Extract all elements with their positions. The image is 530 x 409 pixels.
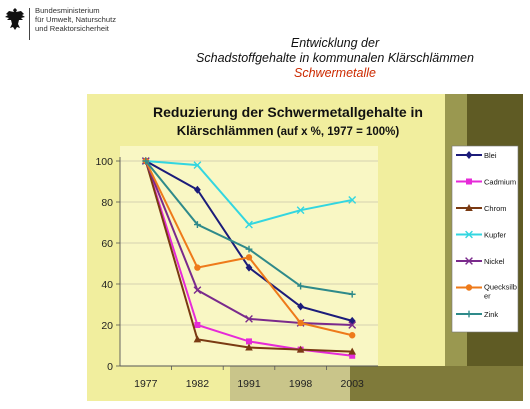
legend-label-kupfer: Kupfer <box>484 231 507 240</box>
legend-marker-kupfer <box>465 230 473 239</box>
y-tick-label: 20 <box>101 320 113 332</box>
logo-divider <box>29 8 30 40</box>
data-point-nickel <box>245 314 253 323</box>
slide-subtitle: Schwermetalle <box>294 66 376 80</box>
series-group <box>141 157 357 359</box>
legend-label-quecksilber: Quecksilb <box>484 283 517 292</box>
ministry-name: Bundesministerium für Umwelt, Naturschut… <box>35 6 116 33</box>
legend-box <box>451 145 519 333</box>
legend-marker-quecksilber <box>465 284 473 291</box>
legend-marker-cadmium <box>466 178 472 185</box>
federal-eagle-icon <box>5 8 25 30</box>
legend-marker-chrom <box>465 204 473 211</box>
x-tick-label: 1991 <box>237 378 261 390</box>
data-point-chrom <box>296 345 305 353</box>
y-tick-label: 100 <box>95 156 113 168</box>
ministry-line: für Umwelt, Naturschutz <box>35 15 117 24</box>
legend-label-blei: Blei <box>484 151 497 160</box>
ministry-line: und Reaktorsicherheit <box>35 24 109 33</box>
chart-title-bold: Klärschlämmen <box>177 123 274 138</box>
data-point-zink <box>348 290 356 298</box>
title-line-2: Schadstoffgehalte in kommunalen Klärschl… <box>196 51 474 65</box>
data-point-nickel <box>348 321 357 329</box>
frame-band-bottom-mid <box>230 366 350 401</box>
data-point-quecksilber <box>194 264 201 271</box>
legend-marker-zink <box>465 310 473 318</box>
data-point-cadmium <box>246 338 252 345</box>
chart-title-line-2: Klärschlämmen (auf x %, 1977 = 100%) <box>177 123 400 138</box>
data-point-blei <box>245 263 253 272</box>
chart-title-line-1: Reduzierung der Schwermetallgehalte in <box>153 104 423 120</box>
data-point-kupfer <box>296 206 305 215</box>
data-point-zink <box>245 245 253 253</box>
data-point-blei <box>297 302 304 311</box>
title-line-1: Entwicklung der <box>290 36 380 50</box>
data-point-chrom <box>193 335 202 343</box>
y-tick-label: 40 <box>101 279 113 291</box>
legend-marker-nickel <box>465 257 473 265</box>
data-point-kupfer <box>193 161 202 169</box>
data-point-zink <box>194 221 201 228</box>
frame-band-bottom-dark <box>350 366 523 401</box>
slide-title: Entwicklung der Schadstoffgehalte in kom… <box>150 36 520 81</box>
y-tick-label: 60 <box>101 238 113 250</box>
ministry-logo: Bundesministerium für Umwelt, Naturschut… <box>4 6 144 46</box>
data-point-cadmium <box>194 322 201 328</box>
x-tick-label: 1977 <box>134 378 158 390</box>
legend-label-chrom: Chrom <box>484 204 507 213</box>
legend-label-zink: Zink <box>484 310 498 319</box>
chart-title-rest: (auf x %, 1977 = 100%) <box>274 126 400 138</box>
legend-label-nickel: Nickel <box>484 257 505 266</box>
data-point-zink <box>297 282 304 290</box>
data-point-quecksilber <box>245 254 253 261</box>
data-point-nickel <box>193 286 202 295</box>
x-tick-label: 1998 <box>289 378 313 390</box>
data-point-kupfer <box>348 196 357 204</box>
data-point-zink <box>142 157 150 165</box>
data-point-blei <box>194 185 201 194</box>
ministry-line: Bundesministerium <box>35 6 100 15</box>
x-tick-label: 1982 <box>186 378 210 390</box>
axes: 0 20 40 60 80 100 1977 1982 1991 1998 2003 <box>95 156 378 390</box>
legend-marker-blei <box>465 151 473 159</box>
data-point-quecksilber <box>297 319 304 327</box>
data-point-quecksilber <box>349 332 356 339</box>
data-point-chrom <box>245 343 253 351</box>
data-point-kupfer <box>245 220 253 229</box>
x-tick-label: 2003 <box>341 378 365 390</box>
y-tick-label: 0 <box>107 361 113 373</box>
data-point-cadmium <box>349 352 356 359</box>
legend-label-cadmium: Cadmium <box>484 178 516 187</box>
data-point-chrom <box>348 347 356 355</box>
y-tick-label: 80 <box>101 197 113 209</box>
legend-label-quecksilber-cont: er <box>484 292 491 301</box>
